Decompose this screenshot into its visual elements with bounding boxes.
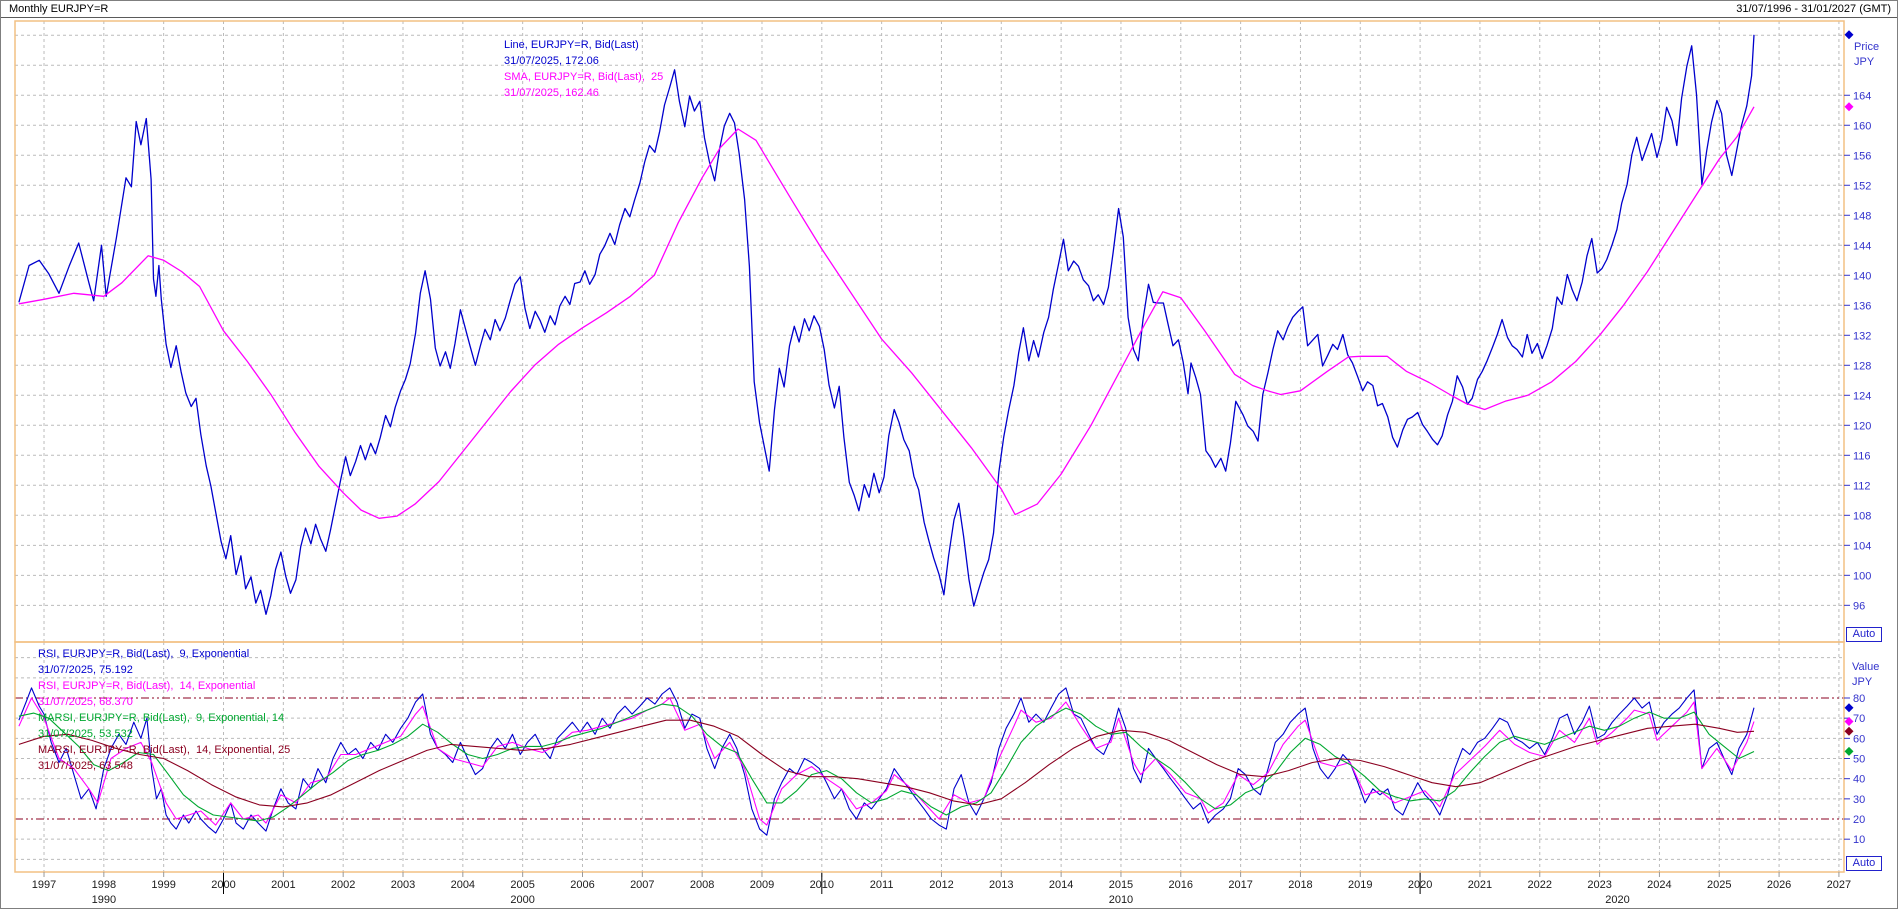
x-axis-year-label: 2006 (570, 879, 594, 891)
axis-value-marker (1844, 30, 1854, 40)
x-axis-decade-label: 1990 (92, 894, 116, 906)
value-axis-caption-line2: JPY (1852, 676, 1873, 688)
value-axis-auto-button[interactable]: Auto (1846, 856, 1882, 871)
x-axis-year-label: 2011 (870, 879, 894, 891)
y-axis-tick-label: 120 (1853, 420, 1871, 432)
y-axis-tick-label: 136 (1853, 300, 1871, 312)
legend-row: 31/07/2025, 172.06 (504, 55, 599, 67)
x-axis-year-label: 2003 (391, 879, 415, 891)
y-axis-tick-label: 50 (1853, 754, 1865, 766)
y-axis-tick-label: 116 (1853, 450, 1871, 462)
x-axis-year-label: 2023 (1587, 879, 1611, 891)
price-axis-auto-button[interactable]: Auto (1846, 627, 1882, 642)
x-axis-decade-label: 2000 (510, 894, 534, 906)
y-axis-tick-label: 152 (1853, 180, 1871, 192)
x-axis-year-label: 2021 (1468, 879, 1492, 891)
x-axis-year-label: 2005 (510, 879, 534, 891)
y-axis-tick-label: 112 (1853, 480, 1871, 492)
series-line (18, 687, 1755, 836)
y-axis-tick-label: 10 (1853, 834, 1865, 846)
x-axis-year-label: 2018 (1288, 879, 1312, 891)
x-axis-year-label: 2022 (1528, 879, 1552, 891)
x-axis-year-label: 2025 (1707, 879, 1731, 891)
legend-row: 31/07/2025, 162.46 (504, 87, 599, 99)
x-axis-year-label: 2017 (1228, 879, 1252, 891)
y-axis-tick-label: 144 (1853, 240, 1871, 252)
x-axis-decade-label: 2010 (1109, 894, 1133, 906)
legend-row: MARSI, EURJPY=R, Bid(Last), 14, Exponent… (38, 744, 291, 756)
axis-value-marker (1844, 746, 1854, 756)
legend-row: Line, EURJPY=R, Bid(Last) (504, 39, 639, 51)
panel-border (14, 641, 1845, 873)
axis-value-marker (1844, 102, 1854, 112)
axis-value-marker (1844, 726, 1854, 736)
x-axis-year-label: 2013 (989, 879, 1013, 891)
legend-row: 31/07/2025, 53.532 (38, 728, 133, 740)
y-axis-tick-label: 104 (1853, 540, 1871, 552)
legend-row: MARSI, EURJPY=R, Bid(Last), 9, Exponenti… (38, 712, 285, 724)
legend-row: 31/07/2025, 68.370 (38, 696, 133, 708)
y-axis-tick-label: 164 (1853, 90, 1871, 102)
y-axis-tick-label: 70 (1853, 713, 1865, 725)
axis-value-marker (1844, 703, 1854, 713)
date-range-label: 31/07/1996 - 31/01/2027 (GMT) (1736, 3, 1891, 15)
legend-row: 31/07/2025, 63.548 (38, 760, 133, 772)
legend-row: RSI, EURJPY=R, Bid(Last), 14, Exponentia… (38, 680, 256, 692)
panel-border (14, 20, 1845, 643)
series-line (18, 697, 1755, 826)
series-line (18, 719, 1755, 808)
x-axis-year-label: 2026 (1767, 879, 1791, 891)
x-axis-year-label: 2014 (1049, 879, 1073, 891)
series-line (18, 703, 1755, 822)
price-legend: Line, EURJPY=R, Bid(Last) 31/07/2025, 172… (504, 37, 663, 101)
x-axis-year-label: 2008 (690, 879, 714, 891)
x-axis-year-label: 2024 (1647, 879, 1671, 891)
page-title: Monthly EURJPY=R (9, 3, 109, 15)
y-axis-tick-label: 100 (1853, 570, 1871, 582)
series-line (18, 106, 1755, 519)
x-axis-year-label: 1997 (32, 879, 56, 891)
x-axis-year-label: 1999 (151, 879, 175, 891)
y-axis-tick-label: 30 (1853, 794, 1865, 806)
y-axis-tick-label: 60 (1853, 733, 1865, 745)
price-axis-caption-line1: Price (1854, 41, 1880, 53)
value-axis-caption: Value JPY (1852, 660, 1879, 690)
legend-row: SMA, EURJPY=R, Bid(Last), 25 (504, 71, 664, 83)
x-axis-year-label: 2016 (1169, 879, 1193, 891)
y-axis-tick-label: 156 (1853, 150, 1871, 162)
price-axis-caption: Price JPY (1854, 40, 1879, 70)
x-axis-year-label: 1998 (92, 879, 116, 891)
y-axis-tick-label: 148 (1853, 210, 1871, 222)
value-axis-caption-line1: Value (1852, 661, 1880, 673)
x-axis-year-label: 2009 (750, 879, 774, 891)
x-axis-year-label: 2027 (1827, 879, 1851, 891)
price-axis-caption-line2: JPY (1854, 56, 1875, 68)
legend-row: 31/07/2025, 75.192 (38, 664, 133, 676)
y-axis-tick-label: 40 (1853, 774, 1865, 786)
y-axis-tick-label: 96 (1853, 600, 1865, 612)
x-axis-year-label: 2015 (1109, 879, 1133, 891)
y-axis-tick-label: 20 (1853, 814, 1865, 826)
chart-header: Monthly EURJPY=R 31/07/1996 - 31/01/2027… (1, 1, 1897, 18)
y-axis-tick-label: 124 (1853, 390, 1871, 402)
x-axis-year-label: 2004 (451, 879, 475, 891)
axis-value-marker (1844, 716, 1854, 726)
x-axis-year-label: 2007 (630, 879, 654, 891)
y-axis-tick-label: 80 (1853, 693, 1865, 705)
x-axis-year-label: 2012 (929, 879, 953, 891)
y-axis-tick-label: 140 (1853, 270, 1871, 282)
legend-row: RSI, EURJPY=R, Bid(Last), 9, Exponential (38, 648, 250, 660)
y-axis-tick-label: 108 (1853, 510, 1871, 522)
y-axis-tick-label: 128 (1853, 360, 1871, 372)
y-axis-tick-label: 132 (1853, 330, 1871, 342)
x-axis-decade-label: 2020 (1605, 894, 1629, 906)
x-axis-year-label: 2019 (1348, 879, 1372, 891)
y-axis-tick-label: 160 (1853, 120, 1871, 132)
series-line (18, 34, 1755, 615)
x-axis-year-label: 2002 (331, 879, 355, 891)
x-axis-year-label: 2001 (271, 879, 295, 891)
rsi-legend: RSI, EURJPY=R, Bid(Last), 9, Exponential… (38, 646, 290, 774)
